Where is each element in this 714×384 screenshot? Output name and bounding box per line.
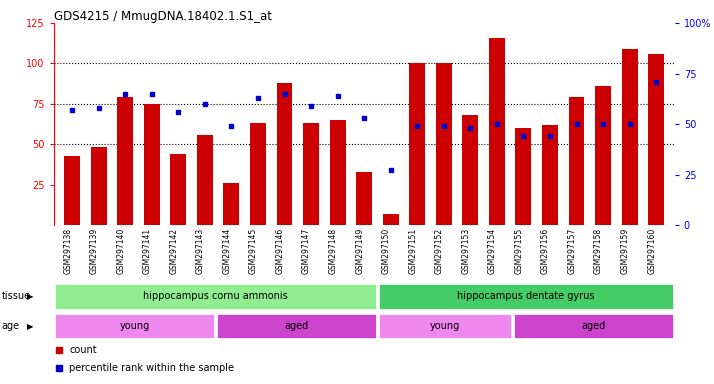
- Bar: [379, 314, 511, 338]
- Bar: [463, 115, 478, 225]
- Text: ▶: ▶: [27, 321, 34, 331]
- Text: young: young: [430, 321, 461, 331]
- Bar: [217, 314, 376, 338]
- Bar: [55, 284, 376, 309]
- Bar: [568, 98, 585, 225]
- Text: ▶: ▶: [27, 292, 34, 301]
- Bar: [91, 147, 106, 225]
- Bar: [516, 128, 531, 225]
- Bar: [117, 98, 134, 225]
- Bar: [223, 183, 239, 225]
- Text: GSM297150: GSM297150: [382, 228, 391, 274]
- Bar: [542, 125, 558, 225]
- Bar: [436, 63, 452, 225]
- Text: age: age: [1, 321, 19, 331]
- Text: GSM297158: GSM297158: [594, 228, 603, 274]
- Bar: [489, 38, 505, 225]
- Bar: [514, 314, 673, 338]
- Bar: [144, 104, 160, 225]
- Text: hippocampus cornu ammonis: hippocampus cornu ammonis: [144, 291, 288, 301]
- Text: GDS4215 / MmugDNA.18402.1.S1_at: GDS4215 / MmugDNA.18402.1.S1_at: [54, 10, 271, 23]
- Text: GSM297154: GSM297154: [488, 228, 497, 274]
- Text: GSM297147: GSM297147: [302, 228, 311, 274]
- Text: percentile rank within the sample: percentile rank within the sample: [69, 362, 234, 373]
- Text: GSM297143: GSM297143: [196, 228, 205, 274]
- Bar: [303, 123, 319, 225]
- Text: GSM297157: GSM297157: [568, 228, 576, 274]
- Text: GSM297153: GSM297153: [461, 228, 471, 274]
- Text: GSM297151: GSM297151: [408, 228, 417, 274]
- Bar: [64, 156, 80, 225]
- Bar: [330, 120, 346, 225]
- Bar: [171, 154, 186, 225]
- Bar: [250, 123, 266, 225]
- Text: GSM297156: GSM297156: [541, 228, 550, 274]
- Bar: [276, 83, 293, 225]
- Text: young: young: [119, 321, 150, 331]
- Text: GSM297146: GSM297146: [276, 228, 284, 274]
- Text: GSM297140: GSM297140: [116, 228, 125, 274]
- Text: GSM297149: GSM297149: [355, 228, 364, 274]
- Bar: [648, 54, 664, 225]
- Text: GSM297155: GSM297155: [514, 228, 523, 274]
- Bar: [622, 49, 638, 225]
- Text: GSM297145: GSM297145: [249, 228, 258, 274]
- Text: GSM297160: GSM297160: [647, 228, 656, 274]
- Text: GSM297141: GSM297141: [143, 228, 152, 274]
- Text: GSM297148: GSM297148: [328, 228, 338, 274]
- Bar: [55, 314, 214, 338]
- Text: hippocampus dentate gyrus: hippocampus dentate gyrus: [458, 291, 595, 301]
- Text: GSM297152: GSM297152: [435, 228, 444, 274]
- Bar: [595, 86, 611, 225]
- Text: GSM297144: GSM297144: [222, 228, 231, 274]
- Bar: [356, 172, 372, 225]
- Text: count: count: [69, 345, 97, 356]
- Bar: [197, 134, 213, 225]
- Text: GSM297142: GSM297142: [169, 228, 178, 274]
- Text: aged: aged: [582, 321, 606, 331]
- Text: GSM297159: GSM297159: [620, 228, 630, 274]
- Text: GSM297138: GSM297138: [63, 228, 72, 274]
- Text: aged: aged: [284, 321, 308, 331]
- Bar: [409, 63, 426, 225]
- Bar: [383, 214, 398, 225]
- Text: GSM297139: GSM297139: [90, 228, 99, 274]
- Bar: [379, 284, 673, 309]
- Text: tissue: tissue: [1, 291, 31, 301]
